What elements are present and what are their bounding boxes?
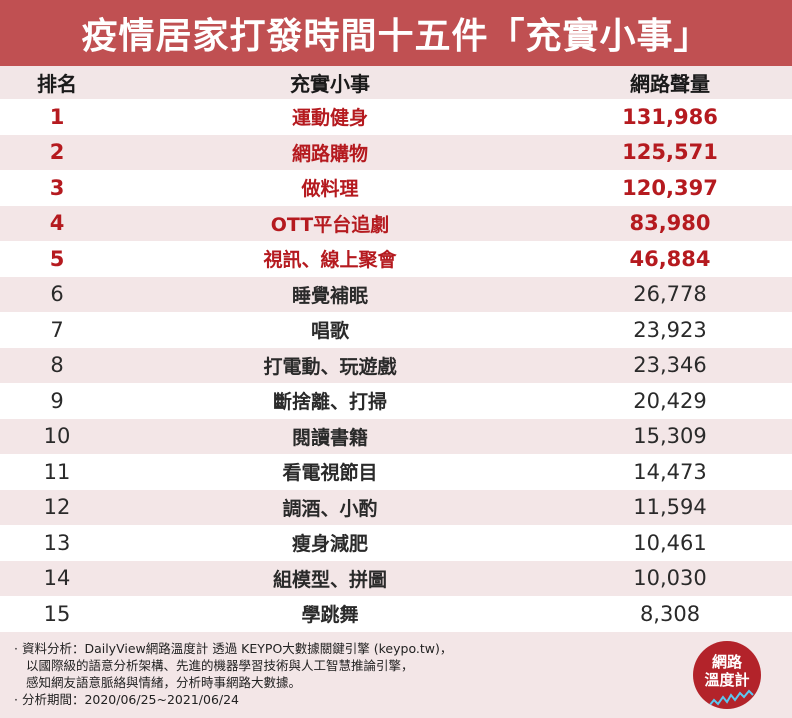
item-cell: 做料理 xyxy=(301,178,359,201)
volume-cell: 131,986 xyxy=(622,104,718,129)
table-row: 1 運動健身 131,986 xyxy=(0,99,792,135)
header-rank: 排名 xyxy=(37,72,77,96)
rank-cell: 6 xyxy=(50,282,64,307)
table-row: 2 網路購物 125,571 xyxy=(0,134,792,170)
footer: · 資料分析：DailyView網路溫度計 透過 KEYPO大數據關鍵引擎 (k… xyxy=(0,632,792,718)
item-cell: 視訊、線上聚會 xyxy=(263,249,397,272)
rank-cell: 15 xyxy=(43,601,71,626)
rank-cell: 2 xyxy=(49,140,65,165)
item-cell: 運動健身 xyxy=(291,107,368,130)
volume-cell: 10,461 xyxy=(633,530,707,555)
rank-cell: 9 xyxy=(50,388,64,413)
volume-cell: 14,473 xyxy=(633,459,707,484)
item-cell: 斷捨離、打掃 xyxy=(272,391,387,414)
item-cell: 唱歌 xyxy=(310,320,349,343)
rank-cell: 11 xyxy=(43,459,71,484)
trend-line-icon xyxy=(698,689,754,708)
note-line: 感知網友語意脈絡與情緒，分析時事網路大數據。 xyxy=(26,675,302,690)
item-cell: 組模型、拼圖 xyxy=(272,568,387,591)
page-title: 疫情居家打發時間十五件「充實小事」 xyxy=(81,16,711,57)
ranking-table: 排名 充實小事 網路聲量 1 運動健身 131,986 2 網路購物 125,571 3 做料… xyxy=(0,66,792,632)
footer-notes: · 資料分析：DailyView網路溫度計 透過 KEYPO大數據關鍵引擎 (k… xyxy=(14,640,452,708)
note-line: · 資料分析：DailyView網路溫度計 透過 KEYPO大數據關鍵引擎 (k… xyxy=(14,641,453,656)
volume-cell: 10,030 xyxy=(633,566,707,591)
volume-cell: 120,397 xyxy=(622,175,718,200)
dailyview-logo: 網路 溫度計 xyxy=(693,641,761,709)
volume-cell: 46,884 xyxy=(629,246,711,271)
rank-cell: 1 xyxy=(49,104,65,129)
table-row: 12 調酒、小酌 11,594 xyxy=(0,489,792,525)
title-bar: 疫情居家打發時間十五件「充實小事」 xyxy=(0,0,792,66)
table-row: 3 做料理 120,397 xyxy=(0,170,792,206)
rank-cell: 14 xyxy=(43,566,71,591)
rank-cell: 10 xyxy=(43,424,71,449)
item-cell: 看電視節目 xyxy=(282,462,378,485)
table-header: 排名 充實小事 網路聲量 xyxy=(0,66,792,99)
table-row: 5 視訊、線上聚會 46,884 xyxy=(0,241,792,277)
table-row: 8 打電動、玩遊戲 23,346 xyxy=(0,347,792,383)
table-row: 10 閱讀書籍 15,309 xyxy=(0,418,792,454)
volume-cell: 23,346 xyxy=(633,353,707,378)
item-cell: 網路購物 xyxy=(291,142,368,165)
table-row: 15 學跳舞 8,308 xyxy=(0,596,792,632)
table-row: 9 斷捨離、打掃 20,429 xyxy=(0,383,792,419)
table-row: 7 唱歌 23,923 xyxy=(0,312,792,348)
volume-cell: 8,308 xyxy=(639,601,701,626)
table-row: 6 睡覺補眠 26,778 xyxy=(0,276,792,312)
item-cell: 閱讀書籍 xyxy=(291,426,368,449)
note-line: · 分析期間：2020/06/25~2021/06/24 xyxy=(14,692,240,707)
volume-cell: 125,571 xyxy=(622,140,718,165)
volume-cell: 11,594 xyxy=(633,495,707,520)
volume-cell: 15,309 xyxy=(633,424,707,449)
table-row: 14 組模型、拼圖 10,030 xyxy=(0,560,792,596)
item-cell: 調酒、小酌 xyxy=(282,497,378,520)
volume-cell: 20,429 xyxy=(633,388,707,413)
volume-cell: 83,980 xyxy=(629,211,711,236)
header-item: 充實小事 xyxy=(290,72,370,96)
logo-line1: 網路 xyxy=(711,653,742,671)
item-cell: 打電動、玩遊戲 xyxy=(263,355,397,378)
item-cell: 瘦身減肥 xyxy=(291,533,368,556)
volume-cell: 23,923 xyxy=(633,317,707,342)
rank-cell: 7 xyxy=(50,317,64,342)
item-cell: OTT平台追劇 xyxy=(270,213,390,236)
item-cell: 睡覺補眠 xyxy=(291,284,368,307)
rank-cell: 13 xyxy=(43,530,71,555)
table-row: 4 OTT平台追劇 83,980 xyxy=(0,205,792,241)
table-row: 11 看電視節目 14,473 xyxy=(0,454,792,490)
volume-cell: 26,778 xyxy=(633,282,707,307)
note-line: 以國際級的語意分析架構、先進的機器學習技術與人工智慧推論引擎， xyxy=(26,658,414,673)
table-row: 13 瘦身減肥 10,461 xyxy=(0,525,792,561)
header-volume: 網路聲量 xyxy=(630,72,710,96)
rank-cell: 4 xyxy=(49,211,65,236)
rank-cell: 5 xyxy=(49,246,65,271)
rank-cell: 3 xyxy=(49,175,65,200)
logo-line2: 溫度計 xyxy=(704,671,750,689)
rank-cell: 12 xyxy=(43,495,71,520)
rank-cell: 8 xyxy=(50,353,64,378)
item-cell: 學跳舞 xyxy=(301,604,359,627)
